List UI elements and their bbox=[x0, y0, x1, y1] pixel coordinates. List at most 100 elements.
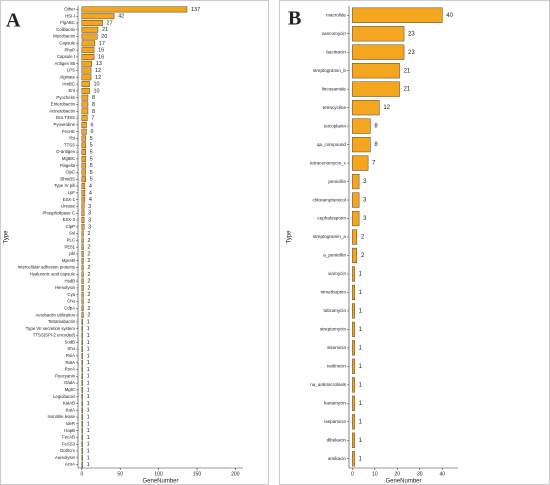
bar bbox=[352, 100, 380, 116]
value-label: 1 bbox=[87, 381, 90, 387]
y-tick-label: Shu bbox=[67, 346, 75, 351]
y-tick-label: Dot/Icm bbox=[60, 448, 75, 453]
value-label: 8 bbox=[374, 124, 378, 130]
value-label: 3 bbox=[88, 217, 91, 223]
bar bbox=[352, 155, 369, 171]
bar bbox=[81, 94, 89, 101]
y-tick-label: HapB bbox=[64, 428, 75, 433]
bar bbox=[81, 176, 86, 183]
x-tick-label: 150 bbox=[193, 471, 202, 477]
value-label: 4 bbox=[89, 190, 92, 196]
bar bbox=[81, 237, 84, 244]
y-tick-label: MgtC bbox=[65, 387, 75, 392]
bar bbox=[81, 155, 86, 162]
bar bbox=[81, 244, 84, 251]
panel-label: B bbox=[288, 8, 301, 30]
value-label: 1 bbox=[87, 428, 90, 434]
value-label: 1 bbox=[87, 414, 90, 420]
bar bbox=[352, 118, 371, 134]
value-label: 1 bbox=[87, 340, 90, 346]
value-label: 17 bbox=[99, 41, 105, 47]
y-tick-label: FlgABC bbox=[60, 20, 75, 25]
y-tick-label: KatA bbox=[66, 407, 75, 412]
bar bbox=[81, 257, 84, 264]
value-label: 2 bbox=[361, 253, 365, 259]
value-label: 23 bbox=[408, 31, 415, 37]
bar bbox=[352, 7, 443, 23]
bar bbox=[81, 352, 83, 359]
y-tick-label: bacitracin bbox=[326, 49, 346, 54]
value-label: 8 bbox=[92, 95, 95, 101]
x-tick-label: 40 bbox=[439, 471, 445, 477]
bar bbox=[81, 325, 83, 332]
bar bbox=[81, 142, 86, 149]
y-tick-label: SodB bbox=[64, 339, 75, 344]
y-tick-label: ESX-1 bbox=[63, 197, 76, 202]
y-tick-label: ClpC bbox=[65, 170, 75, 175]
bar bbox=[81, 264, 84, 271]
y-tick-label: Capsule bbox=[59, 41, 75, 46]
y-tick-label: a_penicillin bbox=[323, 253, 346, 258]
y-tick-label: Acinetobactin bbox=[49, 108, 75, 113]
value-label: 2 bbox=[87, 279, 90, 285]
x-tick-label: 100 bbox=[154, 471, 163, 477]
y-tick-label: HmBC bbox=[62, 81, 75, 86]
value-label: 1 bbox=[87, 442, 90, 448]
y-tick-label: Pyoverdine bbox=[54, 122, 76, 127]
value-label: 5 bbox=[90, 163, 93, 169]
bar bbox=[352, 284, 355, 301]
value-label: 1 bbox=[87, 401, 90, 407]
value-label: 1 bbox=[87, 367, 90, 373]
y-tick-label: O-antigen bbox=[56, 149, 75, 154]
y-tick-label: Hyaluronic acid capsule bbox=[30, 272, 76, 277]
y-tick-label: macrolide bbox=[326, 12, 346, 17]
y-tick-label: IdeR bbox=[66, 421, 75, 426]
y-tick-label: netilmicin bbox=[327, 364, 347, 369]
x-tick-label: 20 bbox=[395, 471, 401, 477]
x-tick-label: 30 bbox=[417, 471, 423, 477]
x-tick-label: 10 bbox=[372, 471, 378, 477]
y-tick-label: Other bbox=[64, 7, 75, 12]
y-tick-label: kanamycin bbox=[324, 401, 346, 406]
value-label: 23 bbox=[408, 50, 415, 56]
y-tick-label: qa_compound bbox=[317, 142, 347, 147]
value-label: 8 bbox=[92, 102, 95, 108]
panel-frame bbox=[0, 0, 269, 485]
value-label: 2 bbox=[87, 231, 90, 237]
value-label: 1 bbox=[87, 408, 90, 414]
value-label: 1 bbox=[87, 455, 90, 461]
bar bbox=[352, 247, 358, 264]
bar bbox=[81, 305, 84, 312]
value-label: 2 bbox=[87, 292, 90, 298]
y-axis-label: Type bbox=[287, 230, 293, 244]
y-tick-label: TTSS bbox=[64, 142, 75, 147]
bar bbox=[81, 271, 84, 278]
value-label: 1 bbox=[359, 364, 363, 370]
value-label: 7 bbox=[372, 161, 376, 167]
y-tick-label: Enterobactin bbox=[51, 102, 76, 107]
bar bbox=[81, 359, 83, 366]
bar bbox=[81, 40, 96, 47]
y-tick-label: Ent bbox=[69, 88, 76, 93]
y-tick-label: PhoP bbox=[64, 47, 75, 52]
bar bbox=[81, 60, 93, 67]
bar bbox=[352, 192, 360, 208]
bar bbox=[81, 169, 86, 176]
y-tick-label: lincosamide bbox=[322, 86, 347, 91]
value-label: 21 bbox=[102, 27, 108, 33]
bar bbox=[352, 210, 360, 227]
y-tick-label: sisomicin bbox=[327, 345, 346, 350]
y-tick-label: FecAB bbox=[62, 435, 75, 440]
bar bbox=[81, 26, 99, 33]
bar bbox=[81, 373, 83, 380]
x-tick-label: 0 bbox=[351, 471, 354, 477]
value-label: 1 bbox=[87, 353, 90, 359]
bar bbox=[81, 427, 83, 434]
y-tick-label: streptogramin_a bbox=[313, 234, 347, 239]
value-label: 6 bbox=[90, 122, 93, 128]
y-tick-label: BhmBS bbox=[60, 176, 75, 181]
value-label: 2 bbox=[87, 313, 90, 319]
y-tick-label: Flagella bbox=[60, 163, 76, 168]
y-tick-label: RsiA bbox=[66, 353, 75, 358]
x-tick-label: 0 bbox=[80, 471, 83, 477]
